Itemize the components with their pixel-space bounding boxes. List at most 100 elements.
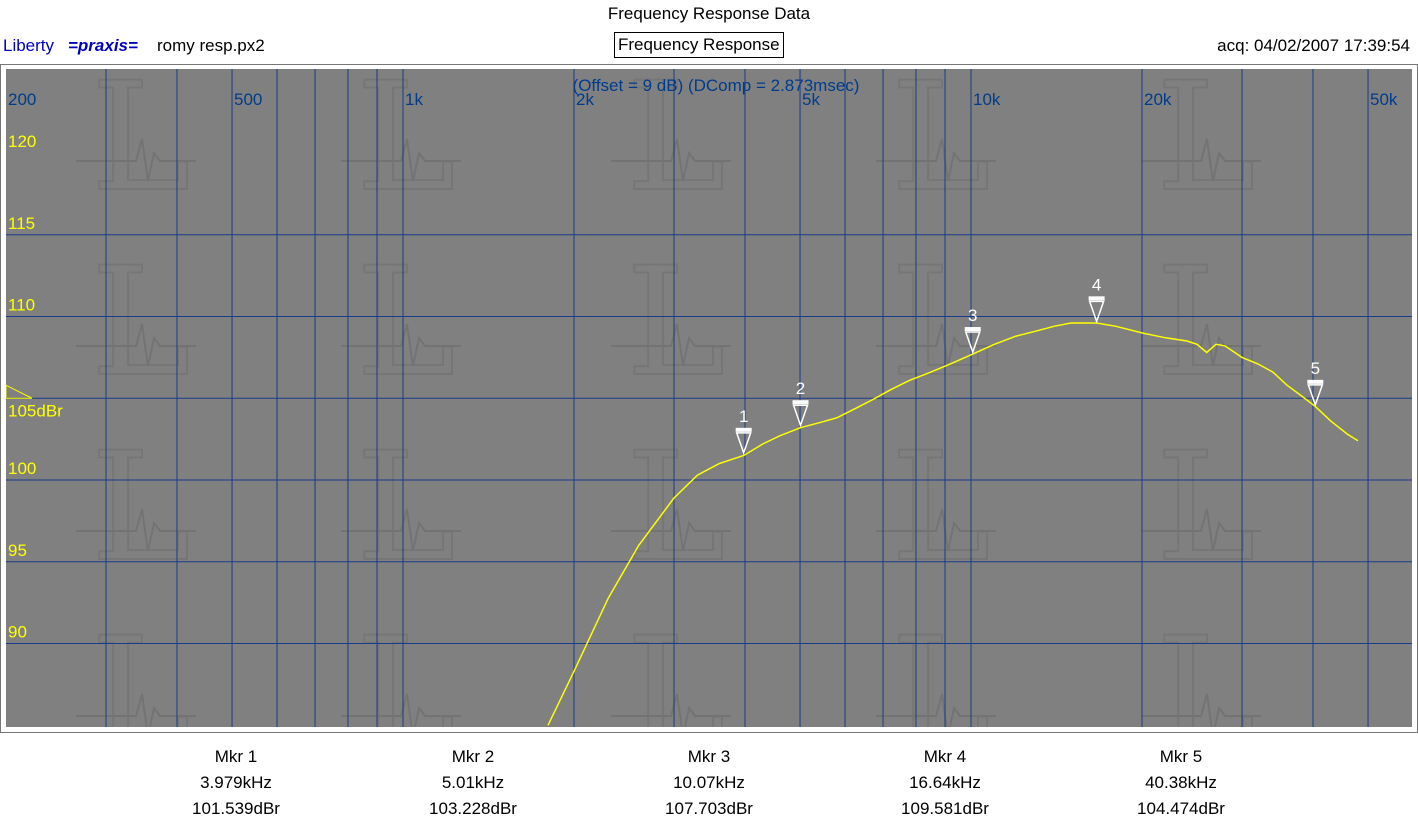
svg-text:L: L: [356, 606, 456, 727]
watermark-logo: L: [1141, 69, 1261, 226]
svg-text:L: L: [626, 421, 726, 595]
svg-text:L: L: [891, 69, 991, 225]
marker-triangle: [1307, 384, 1324, 408]
marker-bar: [735, 427, 752, 432]
x-tick-label: 5k: [802, 90, 820, 109]
svg-text:L: L: [91, 236, 191, 410]
watermark-logo: L: [876, 605, 996, 727]
y-tick-label: 120: [8, 132, 36, 151]
y-grid: [6, 234, 1412, 644]
watermark-logo: L: [611, 69, 731, 226]
marker-readouts: Mkr 1 3.979kHz 101.539dBr Mkr 2 5.01kHz 103.2…: [0, 740, 1418, 835]
svg-text:L: L: [356, 236, 456, 410]
praxis-logo: =praxis=: [68, 36, 138, 55]
svg-text:L: L: [1156, 606, 1256, 727]
file-name: romy resp.px2: [157, 36, 265, 55]
svg-text:L: L: [891, 606, 991, 727]
watermark-logo: L: [341, 235, 461, 411]
offset-annotation: (Offset = 9 dB) (DComp = 2.873msec): [573, 76, 860, 95]
watermark-logo: L: [611, 420, 731, 596]
marker-readout: Mkr 3 10.07kHz 107.703dBr: [609, 744, 809, 822]
marker-triangle: [735, 432, 752, 456]
svg-text:L: L: [91, 606, 191, 727]
watermark-logo: L: [341, 420, 461, 596]
marker-glyph[interactable]: 2: [792, 379, 809, 428]
marker-freq: 16.64kHz: [909, 773, 981, 792]
marker-number: 1: [739, 407, 748, 426]
x-tick-label: 500: [234, 90, 262, 109]
svg-text:L: L: [1156, 236, 1256, 410]
marker-glyphs: 1 2 3 4 5: [735, 275, 1324, 456]
header-row: Liberty =praxis= romy resp.px2 Frequency…: [0, 32, 1418, 58]
marker-level: 103.228dBr: [429, 799, 517, 818]
marker-freq: 40.38kHz: [1145, 773, 1217, 792]
x-tick-label: 50k: [1370, 90, 1398, 109]
x-tick-labels: 200 500 1k 2k 5k 10k 20k 50k: [8, 90, 1398, 109]
chart-title-button[interactable]: Frequency Response: [614, 32, 784, 58]
marker-freq: 10.07kHz: [673, 773, 745, 792]
marker-glyph[interactable]: 1: [735, 407, 752, 456]
marker-number: 4: [1092, 275, 1101, 294]
watermark-logo: L: [611, 605, 731, 727]
marker-label: Mkr 3: [687, 747, 731, 766]
window-title: Frequency Response Data: [607, 4, 811, 23]
marker-glyph[interactable]: 4: [1088, 275, 1105, 324]
x-tick-label: 10k: [973, 90, 1001, 109]
watermark-logo: L: [1141, 235, 1261, 411]
marker-bar: [1307, 379, 1324, 384]
svg-text:L: L: [1156, 421, 1256, 595]
x-tick-label: 20k: [1144, 90, 1172, 109]
marker-bar: [1088, 296, 1105, 301]
marker-readout: Mkr 4 16.64kHz 109.581dBr: [845, 744, 1045, 822]
marker-freq: 5.01kHz: [441, 773, 505, 792]
x-tick-label: 2k: [576, 90, 594, 109]
watermark-logo: L: [1141, 420, 1261, 596]
marker-readout: Mkr 1 3.979kHz 101.539dBr: [136, 744, 336, 822]
watermark-logo: L: [341, 605, 461, 727]
watermark-logo: L: [76, 235, 196, 411]
marker-freq: 3.979kHz: [200, 773, 272, 792]
svg-text:L: L: [626, 69, 726, 225]
y-tick-label: 90: [8, 623, 27, 642]
reference-level: 105dBr: [6, 384, 63, 420]
marker-readout: Mkr 5 40.38kHz 104.474dBr: [1081, 744, 1281, 822]
marker-triangle: [792, 404, 809, 428]
watermark-logo: L: [876, 235, 996, 411]
marker-level: 104.474dBr: [1137, 799, 1225, 818]
y-tick-label: 100: [8, 459, 36, 478]
watermark-logo: L: [876, 420, 996, 596]
watermark-logo: L: [341, 69, 461, 226]
frequency-response-plot[interactable]: L L L L LL L L L LL L L L LL L L L L 200 500 1k 2k 5k 10k 20k 5…: [6, 69, 1412, 727]
marker-triangle: [964, 331, 981, 355]
marker-label: Mkr 2: [451, 747, 495, 766]
marker-number: 3: [968, 306, 977, 325]
y-tick-label: 115: [8, 214, 35, 233]
marker-bar: [964, 327, 981, 332]
svg-text:L: L: [891, 421, 991, 595]
svg-text:L: L: [1156, 69, 1256, 225]
acquisition-timestamp: acq: 04/02/2007 17:39:54: [1217, 36, 1410, 55]
marker-glyph[interactable]: 3: [964, 306, 981, 355]
marker-number: 2: [796, 379, 805, 398]
marker-readout: Mkr 2 5.01kHz 103.228dBr: [373, 744, 573, 822]
svg-text:L: L: [356, 69, 456, 225]
marker-level: 109.581dBr: [901, 799, 989, 818]
marker-glyph[interactable]: 5: [1307, 359, 1324, 408]
y-tick-labels: 120 115 110 100 95 90: [8, 132, 36, 642]
y-tick-label: 95: [8, 541, 27, 560]
watermark-logo: L: [876, 69, 996, 226]
watermark-logo: L: [76, 69, 196, 226]
watermark-logo: L: [76, 420, 196, 596]
marker-level: 107.703dBr: [665, 799, 753, 818]
watermark-logo: L: [1141, 605, 1261, 727]
response-curve: [547, 322, 1359, 726]
svg-text:L: L: [91, 69, 191, 225]
marker-number: 5: [1311, 359, 1320, 378]
watermark-layer: L L L L LL L L L LL L L L LL L L L L: [76, 69, 1261, 727]
svg-text:L: L: [626, 236, 726, 410]
watermark-logo: L: [611, 235, 731, 411]
watermark-logo: L: [76, 605, 196, 727]
marker-triangle: [1088, 300, 1105, 324]
x-tick-label: 200: [8, 90, 36, 109]
svg-text:L: L: [91, 421, 191, 595]
